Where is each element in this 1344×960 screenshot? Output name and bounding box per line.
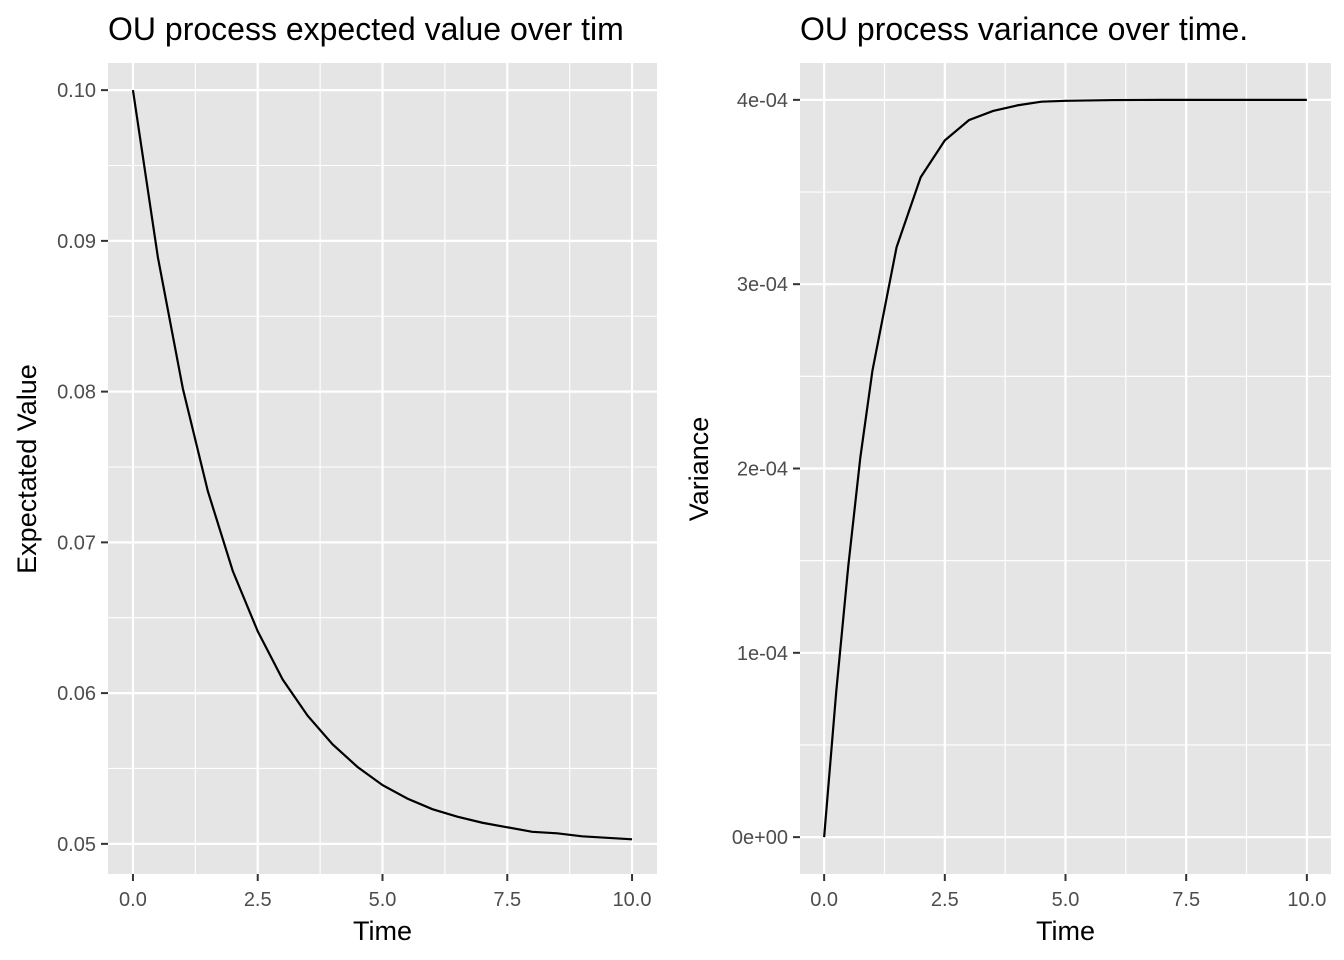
- chart-title: OU process expected value over tim: [108, 11, 624, 47]
- y-axis-title: Variance: [684, 417, 714, 522]
- series-line-1: [131, 89, 633, 841]
- x-tick-label: 0.0: [119, 889, 147, 911]
- y-tick-label: 0.09: [57, 231, 96, 253]
- x-tick-label: 5.0: [1052, 889, 1080, 911]
- x-axis-title: Time: [353, 916, 412, 946]
- x-tick-label: 7.5: [1172, 889, 1200, 911]
- y-tick-label: 1e-04: [737, 643, 788, 665]
- y-tick-label: 3e-04: [737, 274, 788, 296]
- y-tick-label: 0.05: [57, 834, 96, 856]
- x-tick-label: 2.5: [244, 889, 272, 911]
- y-tick-label: 0.06: [57, 683, 96, 705]
- y-tick-label: 2e-04: [737, 459, 788, 481]
- x-tick-label: 10.0: [613, 889, 652, 911]
- y-tick-label: 0.10: [57, 80, 96, 102]
- y-tick-label: 4e-04: [737, 90, 788, 112]
- x-tick-label: 2.5: [931, 889, 959, 911]
- x-tick-label: 5.0: [369, 889, 397, 911]
- x-axis-title: Time: [1036, 916, 1095, 946]
- series-line-2: [823, 98, 1307, 838]
- y-tick-label: 0.08: [57, 382, 96, 404]
- x-tick-label: 0.0: [810, 889, 838, 911]
- y-tick-label: 0.07: [57, 532, 96, 554]
- x-tick-label: 7.5: [493, 889, 521, 911]
- y-axis-title: Expectated Value: [12, 364, 42, 574]
- x-tick-label: 10.0: [1287, 889, 1326, 911]
- chart-title: OU process variance over time.: [800, 11, 1248, 47]
- y-tick-label: 0e+00: [732, 827, 788, 849]
